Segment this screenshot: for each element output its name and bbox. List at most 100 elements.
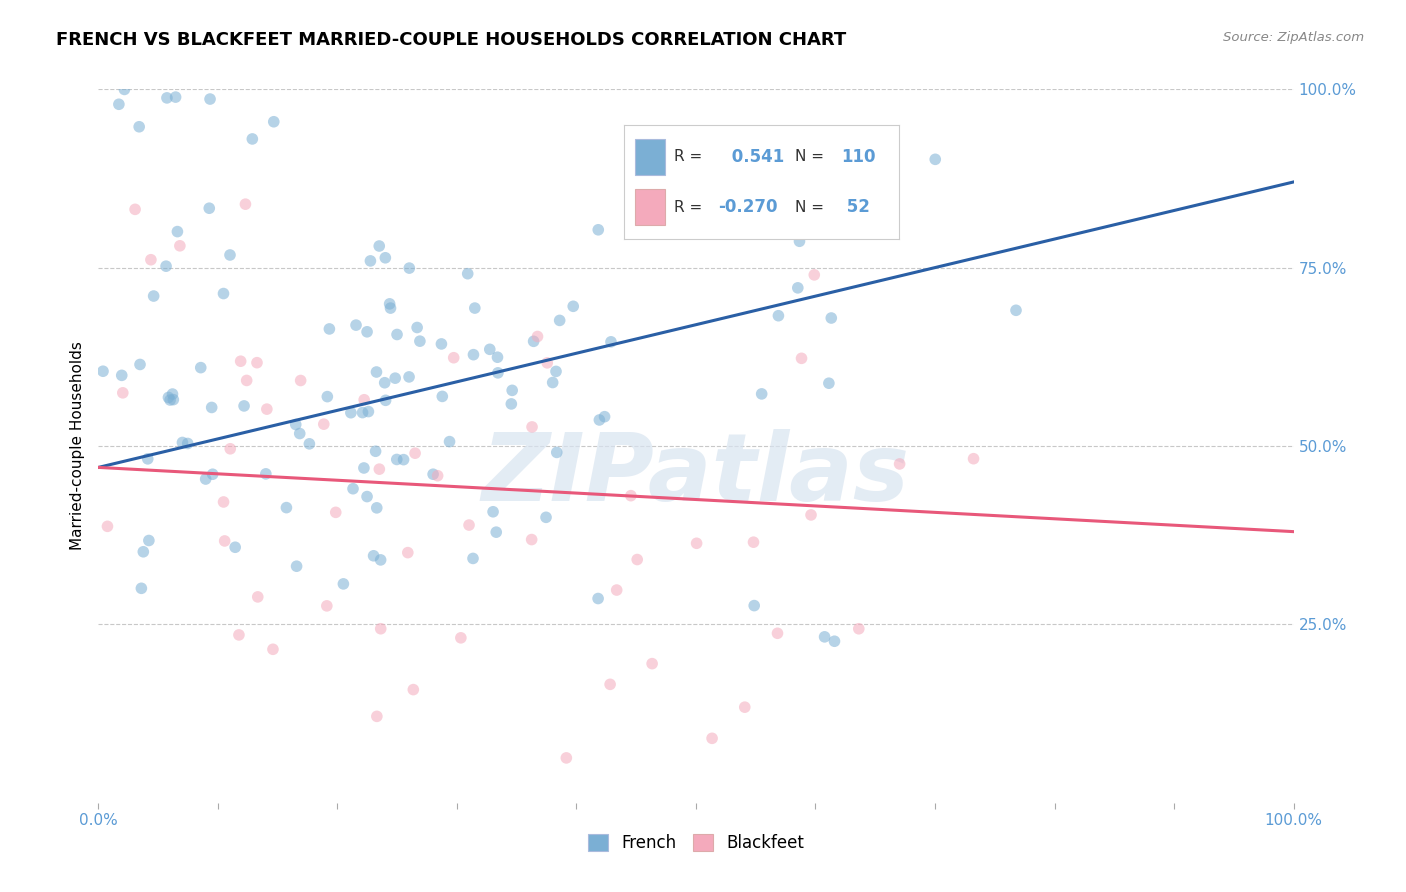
Point <box>240 132 263 146</box>
Point <box>262 642 284 657</box>
Point <box>786 281 808 295</box>
Point <box>129 358 152 372</box>
Point <box>246 356 269 370</box>
Point <box>439 434 461 449</box>
Point <box>357 404 380 418</box>
Point <box>768 309 790 323</box>
Point <box>790 351 813 366</box>
Point <box>235 373 257 387</box>
Point <box>112 82 135 96</box>
Point <box>523 334 546 349</box>
Point <box>219 442 242 456</box>
Point <box>378 297 401 311</box>
Point <box>848 622 870 636</box>
Point <box>172 435 194 450</box>
Point <box>284 417 307 432</box>
Point <box>501 384 523 398</box>
Point <box>166 225 188 239</box>
Point <box>685 536 707 550</box>
Point <box>177 436 200 450</box>
Point <box>316 390 339 404</box>
Text: Source: ZipAtlas.com: Source: ZipAtlas.com <box>1223 31 1364 45</box>
Point <box>157 391 180 405</box>
Point <box>593 409 616 424</box>
Legend: French, Blackfeet: French, Blackfeet <box>581 827 811 859</box>
Point <box>190 360 212 375</box>
Point <box>368 239 391 253</box>
Point <box>108 97 131 112</box>
Point <box>461 551 484 566</box>
Point <box>486 366 509 380</box>
Point <box>344 318 367 332</box>
Point <box>813 630 835 644</box>
Point <box>824 634 846 648</box>
Point <box>363 549 385 563</box>
Point <box>430 337 453 351</box>
Point <box>820 311 842 326</box>
Point <box>1005 303 1028 318</box>
Point <box>159 392 181 407</box>
Point <box>803 268 825 282</box>
Point <box>246 590 269 604</box>
Point <box>586 591 609 606</box>
Point <box>482 505 505 519</box>
Point <box>402 682 425 697</box>
Point <box>366 365 388 379</box>
Point <box>384 371 406 385</box>
Point <box>162 387 184 401</box>
Point <box>198 201 221 215</box>
Point <box>198 92 221 106</box>
Point <box>924 153 946 167</box>
Text: FRENCH VS BLACKFEET MARRIED-COUPLE HOUSEHOLDS CORRELATION CHART: FRENCH VS BLACKFEET MARRIED-COUPLE HOUSE… <box>56 31 846 49</box>
Point <box>263 114 285 128</box>
Point <box>235 197 257 211</box>
Point <box>588 413 610 427</box>
Point <box>422 467 444 482</box>
Point <box>139 252 162 267</box>
Point <box>485 525 508 540</box>
Point <box>142 289 165 303</box>
Point <box>229 354 252 368</box>
Point <box>312 417 335 432</box>
Point <box>318 322 340 336</box>
Point <box>889 457 911 471</box>
Point <box>588 223 610 237</box>
Point <box>285 559 308 574</box>
Point <box>766 626 789 640</box>
Y-axis label: Married-couple Households: Married-couple Households <box>69 342 84 550</box>
Point <box>224 541 246 555</box>
Point <box>398 261 420 276</box>
Point <box>599 677 621 691</box>
Point <box>385 452 408 467</box>
Point <box>443 351 465 365</box>
Point <box>385 327 408 342</box>
Point <box>734 700 756 714</box>
Point <box>165 90 187 104</box>
Point <box>818 376 841 391</box>
Point <box>219 248 242 262</box>
Point <box>288 426 311 441</box>
Point <box>562 299 585 313</box>
Point <box>194 472 217 486</box>
Point <box>548 313 571 327</box>
Point <box>111 385 134 400</box>
Point <box>201 401 224 415</box>
Point <box>700 731 723 746</box>
Point <box>228 628 250 642</box>
Point <box>138 533 160 548</box>
Point <box>374 393 396 408</box>
Point <box>254 467 277 481</box>
Point <box>352 406 374 420</box>
Point <box>131 582 153 596</box>
Point <box>409 334 432 348</box>
Point <box>136 451 159 466</box>
Point <box>398 370 420 384</box>
Point <box>353 392 375 407</box>
Point <box>290 374 312 388</box>
Point <box>212 286 235 301</box>
Point <box>162 392 184 407</box>
Point <box>359 253 381 268</box>
Point <box>541 376 564 390</box>
Point <box>520 533 543 547</box>
Point <box>276 500 298 515</box>
